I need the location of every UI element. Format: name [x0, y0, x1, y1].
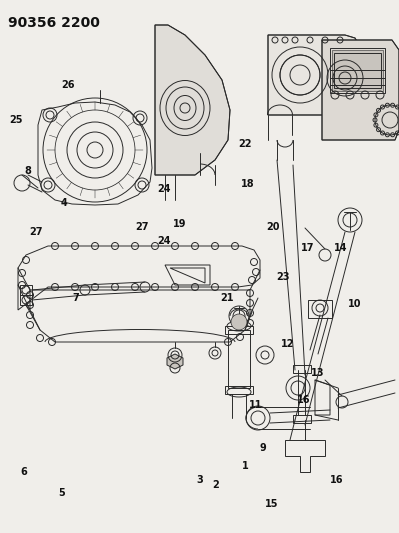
Text: 5: 5: [59, 488, 65, 498]
Text: 26: 26: [61, 80, 75, 90]
Bar: [334, 53, 381, 88]
Text: 24: 24: [157, 236, 170, 246]
Bar: [20, 295, 32, 305]
Text: 23: 23: [277, 272, 290, 282]
Text: 11: 11: [249, 400, 262, 410]
Polygon shape: [322, 40, 399, 140]
Text: 6: 6: [21, 467, 27, 477]
Text: 21: 21: [221, 294, 234, 303]
Bar: [225, 326, 253, 334]
Text: 15: 15: [265, 499, 278, 508]
Polygon shape: [268, 35, 362, 115]
Text: 16: 16: [296, 395, 310, 405]
Polygon shape: [167, 354, 183, 369]
Bar: [330, 48, 385, 93]
Text: 4: 4: [61, 198, 67, 207]
Text: 2: 2: [212, 480, 219, 490]
Bar: [308, 300, 332, 318]
Bar: [293, 365, 311, 373]
Text: 25: 25: [9, 115, 23, 125]
Text: 90356 2200: 90356 2200: [8, 16, 100, 30]
Text: 13: 13: [310, 368, 324, 378]
Text: 16: 16: [330, 475, 344, 484]
Text: 22: 22: [239, 139, 252, 149]
Text: 12: 12: [280, 339, 294, 349]
Text: 3: 3: [196, 475, 203, 484]
Bar: [228, 330, 250, 388]
Text: 14: 14: [334, 243, 348, 253]
Text: 27: 27: [135, 222, 148, 231]
Circle shape: [231, 314, 247, 330]
Text: 1: 1: [242, 462, 249, 471]
Text: 24: 24: [157, 184, 170, 194]
Bar: [332, 50, 383, 91]
Bar: [225, 386, 253, 394]
Text: 17: 17: [300, 243, 314, 253]
Text: 8: 8: [24, 166, 32, 175]
Polygon shape: [155, 25, 230, 175]
Text: 7: 7: [73, 294, 79, 303]
Text: 18: 18: [241, 179, 254, 189]
Text: 10: 10: [348, 299, 362, 309]
Text: 19: 19: [173, 219, 186, 229]
Bar: [20, 285, 32, 295]
Text: 27: 27: [29, 227, 43, 237]
Text: 9: 9: [260, 443, 267, 453]
Text: 20: 20: [267, 222, 280, 231]
Bar: [293, 415, 311, 423]
